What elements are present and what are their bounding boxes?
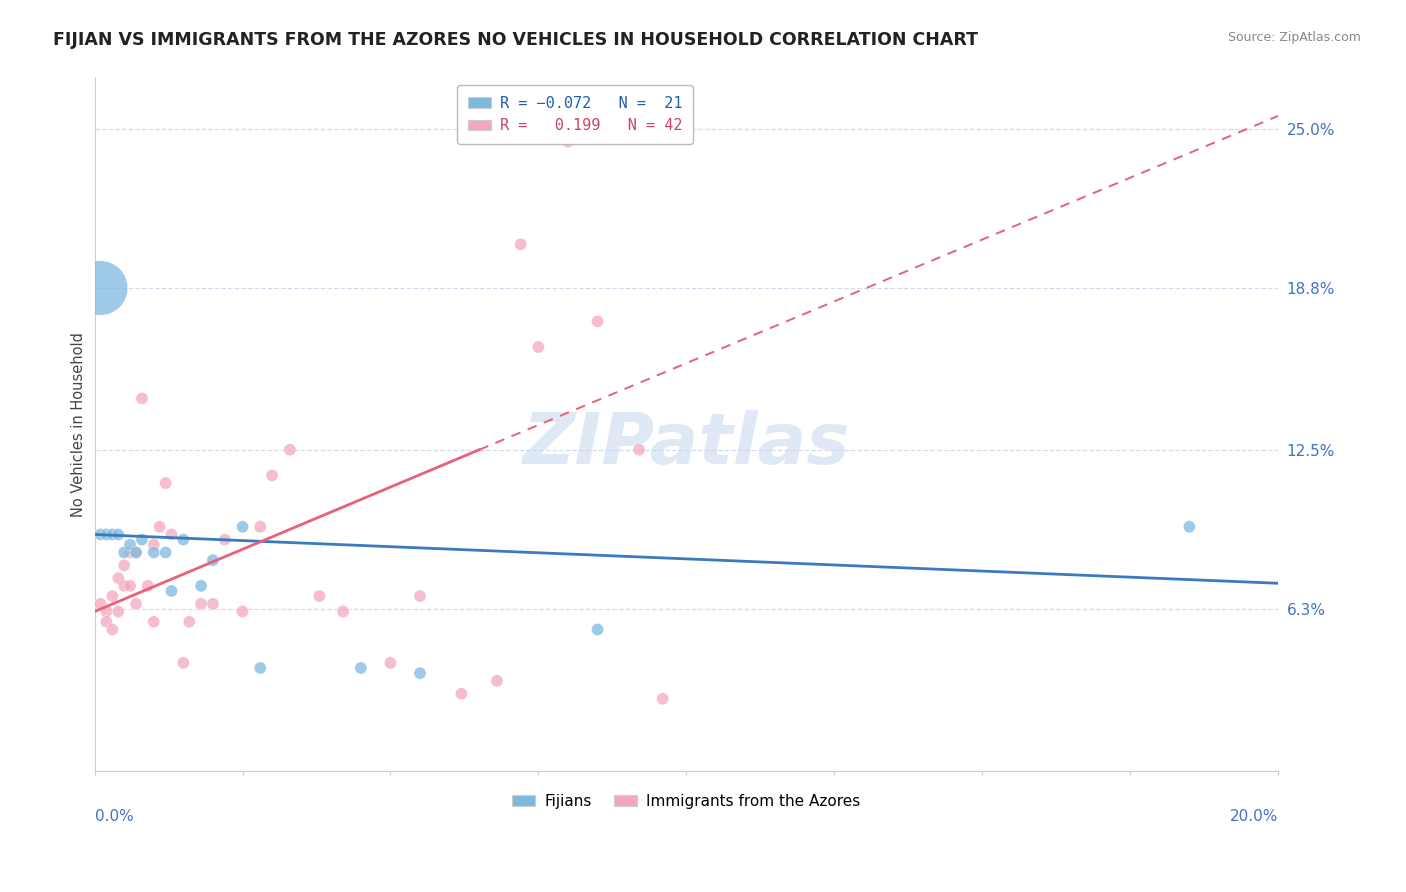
Point — [651, 691, 673, 706]
Point — [527, 340, 550, 354]
Point — [262, 468, 284, 483]
Point — [112, 579, 135, 593]
Point — [231, 605, 253, 619]
Point — [120, 579, 142, 593]
Point — [557, 135, 579, 149]
Point — [160, 527, 183, 541]
Point — [125, 545, 148, 559]
Point — [142, 538, 165, 552]
Point — [278, 442, 301, 457]
Point — [96, 605, 118, 619]
Point — [450, 687, 472, 701]
Point — [201, 553, 224, 567]
Point — [332, 605, 354, 619]
Legend: Fijians, Immigrants from the Azores: Fijians, Immigrants from the Azores — [506, 788, 866, 815]
Point — [101, 527, 124, 541]
Point — [172, 533, 194, 547]
Point — [485, 673, 508, 688]
Point — [586, 314, 609, 328]
Point — [107, 605, 129, 619]
Point — [101, 589, 124, 603]
Point — [586, 623, 609, 637]
Point — [89, 597, 111, 611]
Point — [107, 571, 129, 585]
Point — [155, 476, 177, 491]
Point — [1178, 520, 1201, 534]
Point — [380, 656, 402, 670]
Point — [125, 597, 148, 611]
Point — [214, 533, 236, 547]
Point — [509, 237, 531, 252]
Point — [155, 545, 177, 559]
Point — [149, 520, 172, 534]
Point — [96, 615, 118, 629]
Point — [125, 545, 148, 559]
Point — [136, 579, 159, 593]
Point — [89, 527, 111, 541]
Point — [172, 656, 194, 670]
Point — [107, 527, 129, 541]
Point — [409, 589, 432, 603]
Text: Source: ZipAtlas.com: Source: ZipAtlas.com — [1227, 31, 1361, 45]
Point — [120, 545, 142, 559]
Point — [131, 392, 153, 406]
Point — [350, 661, 373, 675]
Point — [142, 615, 165, 629]
Point — [112, 545, 135, 559]
Point — [627, 442, 650, 457]
Y-axis label: No Vehicles in Household: No Vehicles in Household — [72, 332, 86, 516]
Point — [142, 545, 165, 559]
Point — [101, 623, 124, 637]
Point — [112, 558, 135, 573]
Point — [249, 520, 271, 534]
Point — [409, 666, 432, 681]
Text: 0.0%: 0.0% — [94, 809, 134, 824]
Point — [160, 584, 183, 599]
Point — [190, 579, 212, 593]
Point — [249, 661, 271, 675]
Point — [179, 615, 201, 629]
Point — [231, 520, 253, 534]
Point — [308, 589, 330, 603]
Text: 20.0%: 20.0% — [1230, 809, 1278, 824]
Point — [120, 538, 142, 552]
Point — [96, 527, 118, 541]
Text: FIJIAN VS IMMIGRANTS FROM THE AZORES NO VEHICLES IN HOUSEHOLD CORRELATION CHART: FIJIAN VS IMMIGRANTS FROM THE AZORES NO … — [53, 31, 979, 49]
Point — [201, 597, 224, 611]
Text: ZIPatlas: ZIPatlas — [523, 410, 851, 479]
Point — [89, 281, 111, 295]
Point — [131, 533, 153, 547]
Point — [190, 597, 212, 611]
